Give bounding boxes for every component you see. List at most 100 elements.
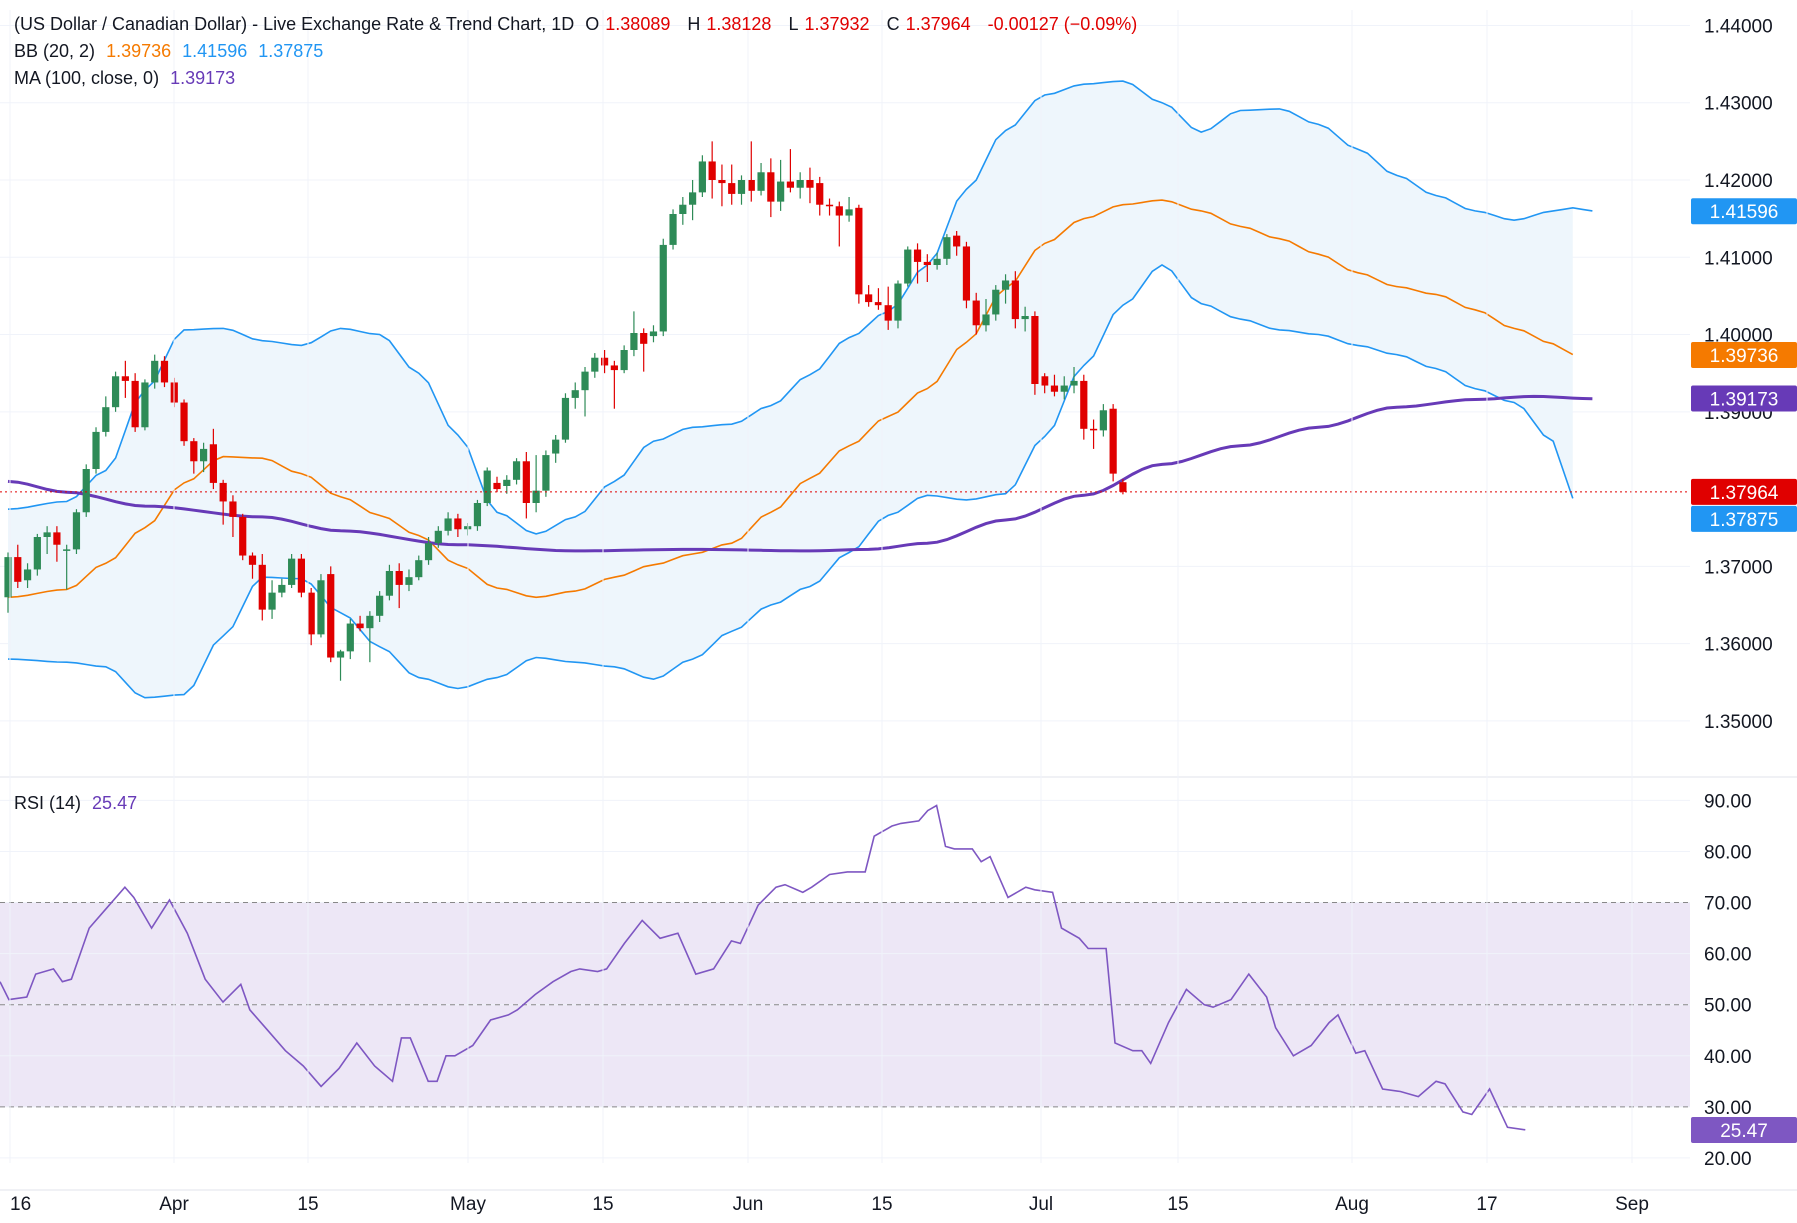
candle-body bbox=[33, 537, 41, 570]
candle-body bbox=[219, 482, 227, 502]
candle-body bbox=[268, 592, 276, 610]
time-tick-label: Apr bbox=[159, 1194, 189, 1215]
ma-value: 1.39173 bbox=[170, 68, 236, 88]
candle-body bbox=[366, 615, 374, 629]
time-tick-label: 15 bbox=[1167, 1194, 1188, 1215]
candle-body bbox=[708, 161, 716, 180]
price-tick-label: 1.37000 bbox=[1704, 557, 1773, 578]
candle-body bbox=[43, 532, 51, 537]
candle-body bbox=[962, 246, 971, 301]
rsi-tick-label: 60.00 bbox=[1704, 945, 1752, 966]
rsi-panel[interactable]: 90.00 80.00 70.00 60.00 50.00 40.00 30.00 20.00… bbox=[0, 791, 1797, 1170]
candle-body bbox=[512, 461, 521, 480]
candle-body bbox=[825, 204, 834, 207]
candle-body bbox=[327, 574, 335, 658]
candle-body bbox=[679, 204, 687, 214]
candle-body bbox=[1080, 380, 1088, 429]
candle-body bbox=[297, 558, 305, 593]
candle-body bbox=[121, 376, 129, 381]
candle-body bbox=[767, 172, 775, 202]
time-tick-label: Aug bbox=[1335, 1194, 1369, 1215]
candle-body bbox=[4, 557, 12, 598]
candle-body bbox=[522, 461, 530, 503]
price-tick-label: 1.36000 bbox=[1704, 635, 1773, 656]
candle-body bbox=[953, 235, 961, 247]
candle-body bbox=[698, 161, 706, 193]
candle-body bbox=[307, 592, 315, 635]
candle-body bbox=[454, 518, 462, 530]
candle-body bbox=[248, 555, 257, 565]
candle-body bbox=[786, 181, 794, 188]
candle-body bbox=[444, 518, 452, 531]
time-tick-label: 15 bbox=[297, 1194, 318, 1215]
candle-body bbox=[620, 350, 628, 371]
time-tick-label: Sep bbox=[1615, 1194, 1649, 1215]
ohlc-open: O 1.38089 bbox=[585, 14, 671, 34]
candle-body bbox=[336, 651, 345, 658]
candle-body bbox=[796, 180, 804, 188]
candle-body bbox=[943, 237, 951, 259]
candle-body bbox=[424, 543, 433, 561]
rsi-tick-label: 70.00 bbox=[1704, 894, 1752, 915]
candle-body bbox=[376, 595, 384, 616]
candle-body bbox=[884, 305, 892, 321]
candle-body bbox=[972, 300, 980, 326]
ohlc-low: L 1.37932 bbox=[788, 14, 870, 34]
candle-body bbox=[835, 206, 843, 216]
candle-body bbox=[1041, 376, 1049, 386]
candle-body bbox=[845, 209, 853, 216]
candle-body bbox=[561, 397, 570, 440]
rsi-value: 25.47 bbox=[92, 793, 138, 813]
symbol-title: (US Dollar / Canadian Dollar) - Live Exc… bbox=[14, 14, 575, 34]
rsi-tick-label: 40.00 bbox=[1704, 1047, 1752, 1068]
candle-body bbox=[581, 371, 589, 391]
candle-body bbox=[288, 558, 296, 585]
candle-body bbox=[151, 360, 159, 383]
time-tick-label: 17 bbox=[1476, 1194, 1497, 1215]
price-change: -0.00127 (−0.09%) bbox=[987, 14, 1138, 34]
candle-body bbox=[190, 441, 198, 462]
candle-body bbox=[395, 571, 403, 585]
candle-body bbox=[1050, 385, 1059, 392]
candle-body bbox=[92, 431, 100, 469]
price-axis-badge-text: 1.37875 bbox=[1710, 510, 1779, 531]
candle-body bbox=[1109, 408, 1117, 474]
candle-body bbox=[874, 302, 883, 306]
time-tick-label: Jul bbox=[1029, 1194, 1053, 1215]
rsi-axis-badge-text: 25.47 bbox=[1720, 1121, 1768, 1142]
rsi-tick-label: 20.00 bbox=[1704, 1149, 1752, 1170]
price-axis-badge bbox=[1691, 505, 1797, 532]
ma-legend: MA (100, close, 0) 1.39173 bbox=[14, 68, 241, 89]
candle-body bbox=[1119, 482, 1127, 492]
candle-body bbox=[747, 180, 755, 191]
price-tick-label: 1.40000 bbox=[1704, 326, 1773, 347]
candle-body bbox=[1070, 380, 1078, 386]
time-tick-label: Jun bbox=[733, 1194, 764, 1215]
candle-body bbox=[72, 512, 81, 550]
candle-body bbox=[591, 357, 599, 372]
candle-body bbox=[53, 532, 61, 545]
bollinger-basis-line bbox=[7, 199, 1574, 599]
candle-body bbox=[258, 564, 266, 610]
candle-body bbox=[278, 584, 286, 593]
candle-body bbox=[982, 314, 990, 326]
candle-body bbox=[806, 180, 814, 188]
candle-body bbox=[542, 455, 550, 491]
candle-body bbox=[356, 623, 364, 629]
candle-body bbox=[229, 501, 237, 517]
time-tick-label: 15 bbox=[871, 1194, 892, 1215]
price-axis-badge bbox=[1691, 478, 1797, 505]
price-axis-badge-text: 1.39173 bbox=[1710, 389, 1779, 410]
candle-body bbox=[63, 549, 71, 551]
candle-body bbox=[610, 365, 618, 371]
candle-body bbox=[913, 249, 922, 262]
bollinger-band-fill bbox=[8, 81, 1573, 698]
candle-body bbox=[816, 183, 824, 205]
candle-body bbox=[649, 331, 658, 337]
rsi-line bbox=[0, 804, 1526, 1131]
candle-body bbox=[600, 357, 609, 366]
candle-body bbox=[503, 479, 511, 486]
price-panel[interactable]: 1.440001.430001.420001.410001.400001.390… bbox=[0, 16, 1797, 1191]
rsi-tick-label: 30.00 bbox=[1704, 1098, 1752, 1119]
